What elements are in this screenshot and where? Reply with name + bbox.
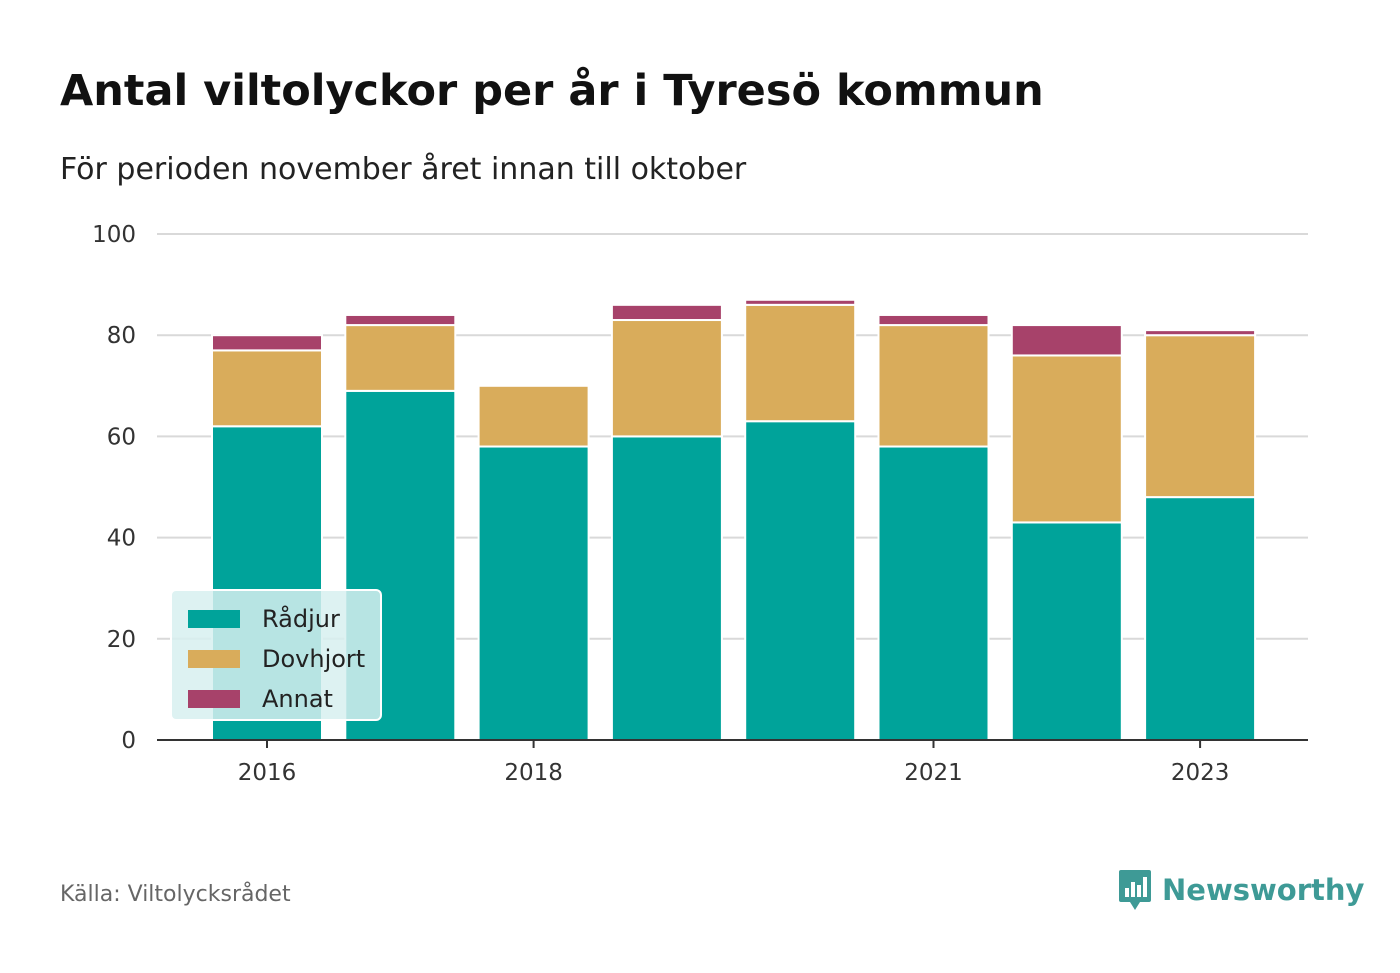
- bar-dovhjort-2019: [610, 319, 723, 438]
- source-note: Källa: Viltolycksrådet: [60, 882, 291, 907]
- bar-r-djur-2023: [1144, 496, 1257, 741]
- bar-r-djur-2020: [744, 420, 857, 741]
- y-tick-label-40: 40: [107, 526, 136, 552]
- bar-dovhjort-2018: [477, 384, 590, 448]
- legend-swatch-dovhjort: [188, 650, 240, 668]
- legend-item-radjur: Rådjur: [188, 599, 380, 639]
- y-tick-label-100: 100: [92, 222, 136, 248]
- bar-r-djur-2021: [877, 445, 990, 741]
- brand-name: Newsworthy: [1162, 873, 1365, 907]
- bar-dovhjort-2020: [744, 303, 857, 423]
- bar-r-djur-2019: [610, 435, 723, 741]
- bar-annat-2023: [1144, 329, 1257, 337]
- newsworthy-logo-icon: [1119, 870, 1151, 910]
- x-tick-label-2018: 2018: [504, 760, 563, 786]
- chart-subtitle: För perioden november året innan till ok…: [60, 152, 747, 187]
- legend-swatch-annat: [188, 690, 240, 708]
- brand-logo: Newsworthy: [1118, 868, 1364, 912]
- axes: 0 20 40 60 80 100 2016 2018 2021 2023: [92, 222, 1308, 786]
- bar-dovhjort-2017: [344, 324, 457, 392]
- bar-dovhjort-2021: [877, 324, 990, 448]
- bar-annat-2017: [344, 313, 457, 327]
- chart-title: Antal viltolyckor per år i Tyresö kommun: [60, 66, 1044, 116]
- x-tick-label-2023: 2023: [1171, 760, 1230, 786]
- legend-label-annat: Annat: [262, 685, 333, 713]
- legend-swatch-radjur: [188, 610, 240, 628]
- bar-annat-2022: [1010, 324, 1123, 357]
- legend-label-dovhjort: Dovhjort: [262, 645, 366, 673]
- legend: Rådjur Dovhjort Annat: [170, 589, 382, 721]
- x-tick-label-2016: 2016: [238, 760, 297, 786]
- y-tick-label-20: 20: [107, 627, 136, 653]
- bar-annat-2019: [610, 303, 723, 322]
- legend-item-annat: Annat: [188, 679, 380, 719]
- bar-annat-2021: [877, 313, 990, 327]
- legend-label-radjur: Rådjur: [262, 605, 340, 633]
- y-tick-label-60: 60: [107, 424, 136, 450]
- bar-dovhjort-2023: [1144, 334, 1257, 499]
- bar-dovhjort-2016: [211, 349, 323, 428]
- y-tick-label-0: 0: [121, 728, 136, 754]
- bar-r-djur-2022: [1010, 521, 1123, 741]
- y-tick-label-80: 80: [107, 323, 136, 349]
- bar-annat-2020: [744, 298, 857, 306]
- bar-annat-2016: [211, 334, 323, 352]
- x-tick-label-2021: 2021: [904, 760, 963, 786]
- bar-dovhjort-2022: [1010, 354, 1123, 524]
- legend-item-dovhjort: Dovhjort: [188, 639, 380, 679]
- bar-r-djur-2018: [477, 445, 590, 741]
- grid-lines: [157, 233, 1308, 640]
- stacked-bar-chart: 0 20 40 60 80 100 2016 2018 2021 2023: [92, 222, 1308, 786]
